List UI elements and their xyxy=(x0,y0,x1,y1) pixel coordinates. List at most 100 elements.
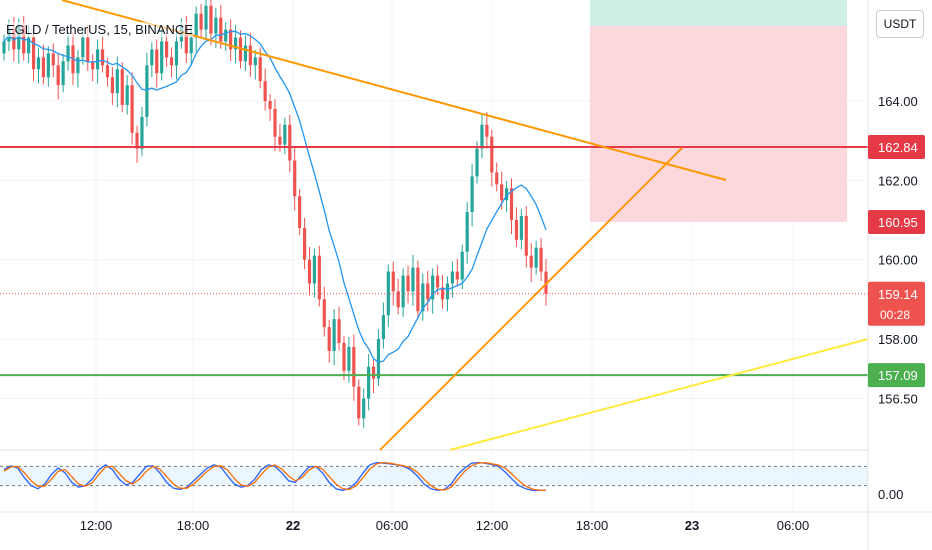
candle-63 xyxy=(312,255,317,284)
x-tick-label-4: 12:00 xyxy=(476,518,509,533)
candle-26 xyxy=(130,85,134,133)
candlesticks xyxy=(2,0,548,428)
candle-69 xyxy=(342,342,346,371)
candle-109 xyxy=(539,247,543,272)
x-tick-label-2: 22 xyxy=(286,518,300,533)
candle-45 xyxy=(224,29,228,42)
candle-74 xyxy=(367,366,371,399)
y-tick-label-2: 160.00 xyxy=(878,253,918,268)
candle-42 xyxy=(209,5,213,34)
candle-52 xyxy=(258,57,262,82)
candle-10 xyxy=(51,53,55,66)
candle-59 xyxy=(293,160,297,197)
candle-58 xyxy=(288,124,292,161)
candle-71 xyxy=(352,346,356,387)
candle-3 xyxy=(17,25,21,50)
candle-16 xyxy=(81,37,85,58)
stoch-line-1 xyxy=(3,461,547,492)
time-axis[interactable]: 12:00 18:00 22 06:00 12:00 18:00 23 06:00 xyxy=(0,511,932,533)
last-price-bg xyxy=(868,281,925,326)
candle-33 xyxy=(165,41,169,58)
candle-76 xyxy=(376,339,381,379)
candle-15 xyxy=(76,57,80,74)
stop-price-label-bg xyxy=(868,209,925,234)
candle-17 xyxy=(86,37,90,62)
candle-5 xyxy=(27,37,31,54)
candle-39 xyxy=(194,13,198,38)
candle-83 xyxy=(411,267,415,292)
candle-41 xyxy=(204,5,208,30)
candle-81 xyxy=(401,275,405,308)
candle-66 xyxy=(327,327,331,351)
candle-67 xyxy=(332,319,336,351)
candle-40 xyxy=(199,13,203,30)
candle-7 xyxy=(36,57,41,70)
candle-78 xyxy=(386,271,390,316)
candle-105 xyxy=(519,216,523,240)
candle-48 xyxy=(238,37,243,62)
candle-19 xyxy=(96,49,100,70)
x-tick-label-1: 18:00 xyxy=(177,518,210,533)
candle-93 xyxy=(460,251,464,280)
candle-56 xyxy=(278,136,282,145)
candle-22 xyxy=(110,77,114,94)
candle-32 xyxy=(160,41,164,74)
candle-18 xyxy=(91,61,95,70)
candle-23 xyxy=(115,69,119,94)
stoch-band xyxy=(0,466,868,486)
candle-85 xyxy=(421,283,425,312)
candle-86 xyxy=(426,283,430,300)
candle-30 xyxy=(150,49,154,66)
candle-92 xyxy=(455,271,459,280)
support-price-label-bg xyxy=(868,363,925,388)
candle-62 xyxy=(307,259,312,284)
candle-108 xyxy=(534,247,538,268)
candle-106 xyxy=(524,216,528,256)
candle-97 xyxy=(480,124,484,149)
candle-87 xyxy=(431,275,435,300)
candle-50 xyxy=(248,45,252,66)
candle-95 xyxy=(470,176,474,213)
candle-47 xyxy=(233,37,238,50)
candle-70 xyxy=(347,346,351,371)
candle-75 xyxy=(371,366,376,379)
x-tick-label-6: 23 xyxy=(685,518,699,533)
currency-button[interactable]: USDT xyxy=(876,10,924,38)
price-axis[interactable]: 156.50 158.00 160.00 162.00 164.00 0.00 162.84… xyxy=(867,0,925,550)
candle-55 xyxy=(273,108,277,137)
candle-34 xyxy=(169,57,174,66)
candle-27 xyxy=(135,132,139,149)
candle-24 xyxy=(120,69,124,105)
resistance-price-label: 162.84 xyxy=(878,140,918,155)
countdown-label: 00:28 xyxy=(880,308,910,322)
candle-82 xyxy=(406,275,410,292)
x-tick-label-7: 06:00 xyxy=(777,518,810,533)
support-price-label: 157.09 xyxy=(878,368,918,383)
candle-46 xyxy=(229,29,233,50)
x-tick-label-0: 12:00 xyxy=(80,518,113,533)
candle-88 xyxy=(436,275,440,288)
y-tick-label-0: 156.50 xyxy=(878,392,918,407)
candle-72 xyxy=(357,386,361,419)
candle-25 xyxy=(125,85,129,105)
candle-20 xyxy=(100,49,105,66)
candle-35 xyxy=(174,41,179,66)
candle-44 xyxy=(219,17,223,42)
candle-90 xyxy=(445,283,450,300)
candle-54 xyxy=(268,101,272,109)
candle-89 xyxy=(440,287,445,300)
candle-73 xyxy=(362,398,366,419)
candle-51 xyxy=(253,57,257,66)
candle-68 xyxy=(337,319,341,343)
y-tick-label-3: 162.00 xyxy=(878,173,918,188)
stop-zone xyxy=(590,26,847,222)
candle-91 xyxy=(450,271,454,284)
candle-11 xyxy=(56,65,60,86)
symbol-title[interactable]: EGLD / TetherUS, 15, BINANCE xyxy=(6,22,193,37)
moving-average-line xyxy=(3,30,547,363)
candle-8 xyxy=(41,57,46,78)
stoch-tick-label-0: 0.00 xyxy=(878,487,903,502)
candle-60 xyxy=(298,196,302,228)
stoch-line-0 xyxy=(3,461,547,492)
